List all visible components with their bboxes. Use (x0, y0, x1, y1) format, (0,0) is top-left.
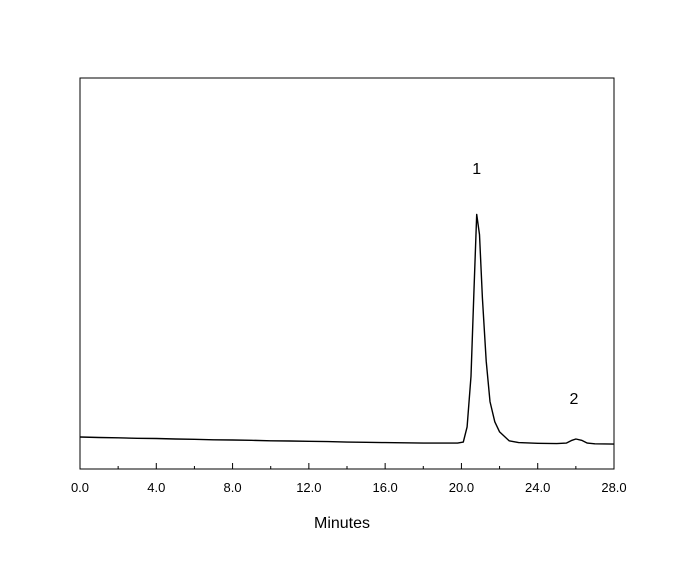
x-tick-label: 24.0 (525, 480, 550, 495)
x-axis-title: Minutes (314, 515, 370, 532)
x-tick-label: 4.0 (147, 480, 165, 495)
x-tick-label: 16.0 (372, 480, 397, 495)
peak-annotations: 12 (472, 161, 578, 408)
x-tick-label: 20.0 (449, 480, 474, 495)
x-tick-label: 0.0 (71, 480, 89, 495)
x-tick-label: 28.0 (601, 480, 626, 495)
series-line (79, 213, 615, 445)
x-tick-label: 12.0 (296, 480, 321, 495)
plot-frame (79, 77, 615, 470)
x-axis-ticks (79, 463, 615, 469)
peak-label-1: 1 (472, 161, 481, 178)
x-tick-label: 8.0 (224, 480, 242, 495)
peak-label-2: 2 (569, 391, 578, 408)
x-axis-tick-labels: 0.0 4.0 8.0 12.0 16.0 20.0 24.0 28.0 (71, 480, 627, 495)
